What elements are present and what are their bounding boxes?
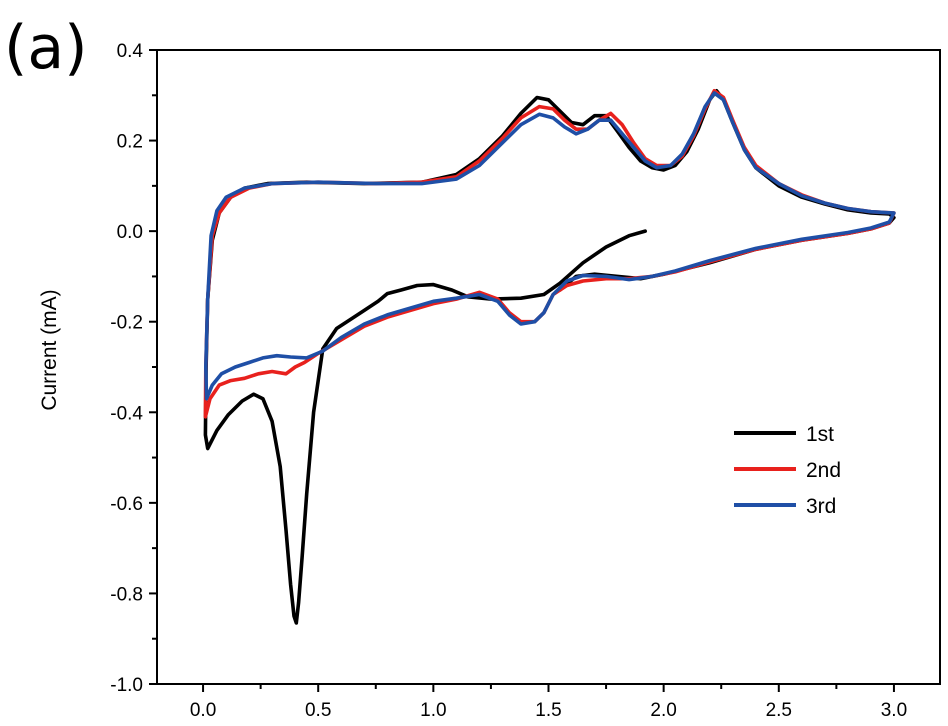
- x-tick-label: 1.0: [420, 700, 446, 721]
- x-tick-label: 1.5: [535, 700, 561, 721]
- series-line-3rd: [204, 91, 896, 401]
- legend-label-1st: 1st: [806, 423, 834, 446]
- y-axis-label: Current (mA): [38, 289, 61, 410]
- x-tick-label: 3.0: [881, 700, 907, 721]
- x-tick-label: 0.0: [190, 700, 216, 721]
- y-tick-label: 0.0: [117, 222, 143, 243]
- legend: 1st 2nd 3rd: [734, 423, 841, 518]
- legend-label-3rd: 3rd: [806, 495, 836, 518]
- y-tick-label: -0.2: [110, 313, 143, 334]
- y-tick-label: -1.0: [110, 675, 143, 696]
- series-line-2nd: [203, 89, 896, 419]
- y-tick-label: -0.4: [110, 403, 143, 424]
- x-axis: 0.0 0.5 1.0 1.5 2.0 2.5 3.0: [190, 684, 907, 721]
- series-layer: [203, 89, 896, 625]
- x-tick-label: 2.0: [650, 700, 676, 721]
- axis-frame: [156, 49, 941, 685]
- plot-area: [156, 49, 941, 685]
- y-tick-label: -0.6: [110, 494, 143, 515]
- legend-label-2nd: 2nd: [806, 459, 841, 482]
- y-tick-label: 0.4: [117, 41, 144, 62]
- y-axis: 0.4 0.2 0.0 -0.2 -0.4 -0.6 -0.8 -1.0: [110, 41, 157, 696]
- panel-label: (a): [4, 13, 88, 83]
- y-tick-label: 0.2: [117, 132, 143, 153]
- x-tick-label: 0.5: [305, 700, 331, 721]
- y-tick-label: -0.8: [110, 584, 143, 605]
- x-tick-label: 2.5: [766, 700, 792, 721]
